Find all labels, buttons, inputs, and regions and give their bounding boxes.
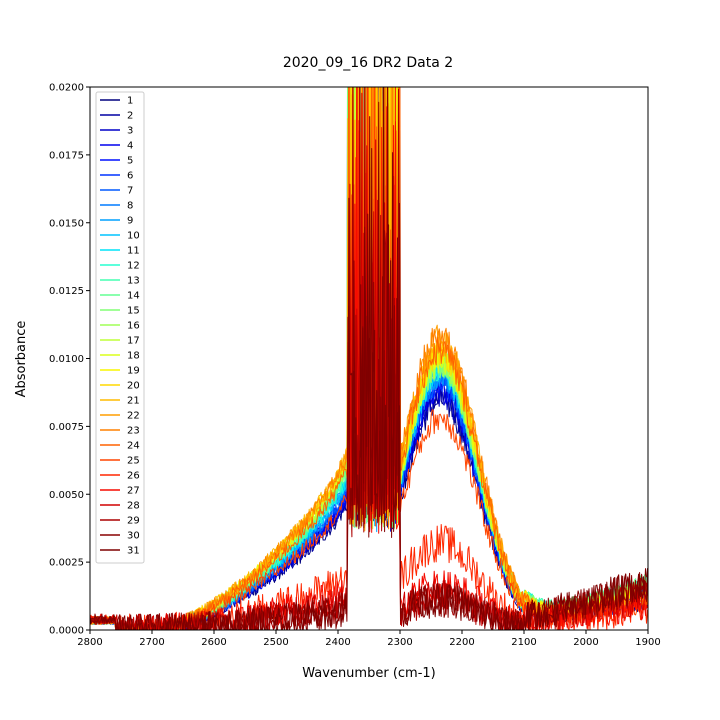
y-axis: 0.0000 0.0025 0.0050 0.0075 0.0100 0.0125 0.01… — [49, 83, 90, 637]
y-tick-label: 0.0025 — [49, 558, 84, 569]
legend-label-22: 22 — [127, 411, 140, 422]
legend-label-18: 18 — [127, 351, 140, 362]
legend-label-11: 11 — [127, 246, 140, 257]
y-tick-label: 0.0125 — [49, 286, 84, 297]
x-tick-label: 2500 — [263, 637, 288, 648]
legend-label-20: 20 — [127, 381, 140, 392]
legend-label-29: 29 — [127, 516, 140, 527]
legend-label-4: 4 — [127, 141, 133, 152]
y-tick-label: 0.0075 — [49, 422, 84, 433]
legend-label-14: 14 — [127, 291, 140, 302]
x-tick-label: 2300 — [387, 637, 412, 648]
legend-label-12: 12 — [127, 261, 140, 272]
x-axis-title: Wavenumber (cm-1) — [302, 666, 435, 681]
legend-label-30: 30 — [127, 531, 140, 542]
legend-label-1: 1 — [127, 96, 133, 107]
y-tick-label: 0.0150 — [49, 218, 84, 229]
legend-label-24: 24 — [127, 441, 140, 452]
legend-label-19: 19 — [127, 366, 140, 377]
legend-label-21: 21 — [127, 396, 140, 407]
series-line-31 — [90, 87, 648, 630]
chart-title: 2020_09_16 DR2 Data 2 — [283, 55, 453, 71]
y-tick-label: 0.0000 — [49, 626, 84, 637]
x-axis: 2800 2700 2600 2500 2400 2300 2200 2100 2000 1900 — [77, 630, 661, 648]
x-tick-label: 2700 — [139, 637, 164, 648]
y-tick-label: 0.0175 — [49, 150, 84, 161]
y-tick-label: 0.0050 — [49, 490, 84, 501]
series-layer — [90, 87, 648, 630]
x-tick-label: 2000 — [573, 637, 598, 648]
legend-label-26: 26 — [127, 471, 140, 482]
legend-label-23: 23 — [127, 426, 140, 437]
legend-label-17: 17 — [127, 336, 140, 347]
y-tick-label: 0.0200 — [49, 83, 84, 94]
legend-label-13: 13 — [127, 276, 140, 287]
legend-label-16: 16 — [127, 321, 140, 332]
legend-label-3: 3 — [127, 126, 133, 137]
legend-label-7: 7 — [127, 186, 133, 197]
x-tick-label: 2400 — [325, 637, 350, 648]
legend-label-25: 25 — [127, 456, 140, 467]
x-tick-label: 1900 — [635, 637, 660, 648]
legend-label-2: 2 — [127, 111, 133, 122]
legend-label-27: 27 — [127, 486, 140, 497]
y-axis-title: Absorbance — [14, 321, 29, 398]
legend: 1234567891011121314151617181920212223242… — [95, 91, 145, 564]
legend-label-10: 10 — [127, 231, 140, 242]
legend-label-9: 9 — [127, 216, 133, 227]
x-tick-label: 2200 — [449, 637, 474, 648]
x-tick-label: 2100 — [511, 637, 536, 648]
legend-label-8: 8 — [127, 201, 133, 212]
x-tick-label: 2600 — [201, 637, 226, 648]
y-tick-label: 0.0100 — [49, 354, 84, 365]
legend-label-15: 15 — [127, 306, 140, 317]
legend-label-31: 31 — [127, 546, 140, 557]
legend-label-5: 5 — [127, 156, 133, 167]
legend-label-6: 6 — [127, 171, 133, 182]
legend-label-28: 28 — [127, 501, 140, 512]
x-tick-label: 2800 — [77, 637, 102, 648]
